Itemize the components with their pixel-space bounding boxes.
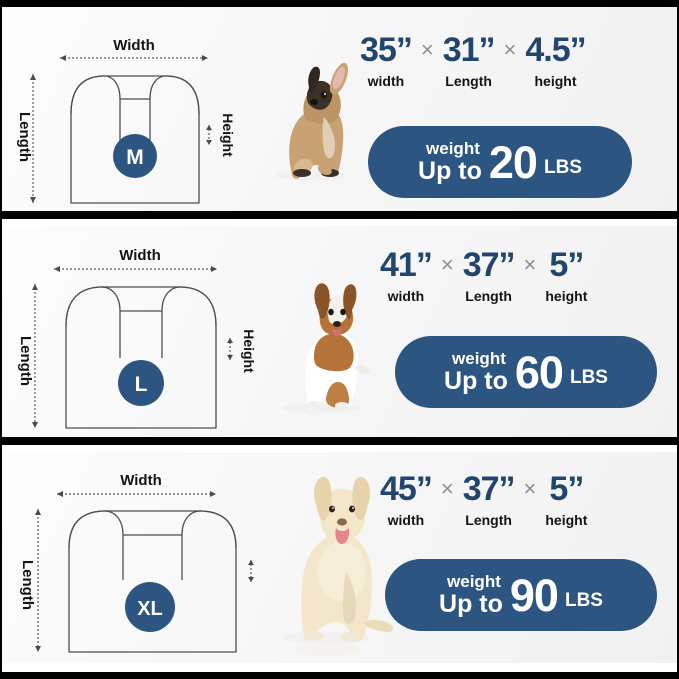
width-value: 41” bbox=[380, 246, 433, 284]
multiply-separator-1: × bbox=[440, 252, 454, 277]
width-caption: width bbox=[387, 512, 425, 528]
weight-unit: LBS bbox=[569, 366, 608, 388]
length-dimension-arrow bbox=[30, 74, 36, 203]
dimensions-row-medium: 35” width × 31” Length × 4.5” height bbox=[360, 31, 587, 89]
length-caption: Length bbox=[465, 288, 512, 304]
weight-upto: Up to bbox=[439, 590, 503, 618]
width-value: 45” bbox=[380, 470, 433, 508]
height-value: 5” bbox=[549, 470, 584, 508]
length-label: Length bbox=[19, 560, 36, 610]
length-dimension-arrow bbox=[35, 509, 41, 652]
weight-word: weight bbox=[426, 139, 480, 158]
height-caption: height bbox=[534, 73, 577, 89]
weight-upto: Up to bbox=[418, 157, 482, 185]
dimensions-row-large: 41” width × 37” Length × 5” height bbox=[380, 248, 587, 303]
size-badge-large: L bbox=[118, 360, 164, 406]
height-caption: height bbox=[545, 512, 588, 528]
size-panel-xlarge: XL Width Length Height bbox=[2, 452, 677, 663]
bed-outline-shape bbox=[65, 286, 217, 429]
dimension-width: 41” width bbox=[380, 246, 433, 304]
length-caption: Length bbox=[445, 73, 492, 89]
weight-capacity-badge-xlarge: weight Up to 90 LBS bbox=[385, 559, 657, 631]
height-dimension-arrow bbox=[248, 560, 254, 582]
size-panel-large: L Width Length Height bbox=[2, 226, 677, 437]
width-dimension-arrow bbox=[57, 491, 216, 497]
weight-capacity-badge-large: weight Up to 60 LBS bbox=[395, 336, 657, 408]
weight-word: weight bbox=[452, 349, 506, 368]
width-caption: width bbox=[387, 288, 425, 304]
yellow-labrador-illustration bbox=[282, 477, 394, 656]
bed-diagram-xlarge: XL Width Length Height bbox=[2, 452, 254, 663]
weight-unit: LBS bbox=[564, 589, 603, 611]
svg-text:XL: XL bbox=[137, 598, 163, 620]
bottom-border-bar bbox=[2, 672, 677, 679]
length-value: 31” bbox=[442, 31, 496, 69]
french-bulldog-illustration bbox=[274, 62, 348, 180]
height-label: Height bbox=[241, 329, 254, 373]
dimension-width: 45” width bbox=[380, 470, 433, 528]
weight-number: 90 bbox=[509, 569, 559, 621]
weight-number: 20 bbox=[488, 136, 538, 188]
dimension-length: 31” Length bbox=[442, 31, 496, 89]
dimensions-row-xlarge: 45” width × 37” Length × 5” height bbox=[380, 472, 587, 527]
length-label: Length bbox=[16, 112, 33, 162]
top-border-bar bbox=[2, 0, 677, 7]
height-caption: height bbox=[545, 288, 588, 304]
dimension-width: 35” width bbox=[360, 31, 413, 89]
size-panel-medium: M Width Length Height bbox=[2, 7, 677, 218]
dog-photo-beagle-hound bbox=[264, 226, 384, 437]
height-value: 4.5” bbox=[525, 31, 586, 69]
bed-outline-shape bbox=[70, 75, 200, 204]
width-label: Width bbox=[119, 247, 161, 264]
multiply-separator-2: × bbox=[523, 476, 537, 501]
dog-photo-french-bulldog bbox=[252, 7, 372, 218]
length-label: Length bbox=[17, 336, 34, 386]
dimension-height: 5” height bbox=[545, 472, 587, 527]
width-dimension-arrow bbox=[60, 55, 208, 61]
dog-photo-yellow-labrador bbox=[270, 452, 400, 663]
height-dimension-arrow bbox=[227, 338, 233, 360]
bed-diagram-medium: M Width Length Height bbox=[2, 7, 254, 218]
beagle-hound-illustration bbox=[282, 283, 371, 413]
dimension-length: 37” Length bbox=[462, 246, 516, 304]
dimension-height: 5” height bbox=[545, 248, 587, 303]
multiply-separator-1: × bbox=[440, 476, 454, 501]
length-value: 37” bbox=[462, 246, 516, 284]
width-label: Width bbox=[113, 37, 155, 54]
bed-diagram-large: L Width Length Height bbox=[2, 226, 254, 437]
width-dimension-arrow bbox=[54, 266, 217, 272]
height-dimension-arrow bbox=[206, 125, 212, 145]
panel-separator-2 bbox=[2, 437, 677, 445]
height-label: Height bbox=[220, 113, 236, 157]
svg-text:M: M bbox=[126, 146, 144, 169]
length-caption: Length bbox=[465, 512, 512, 528]
length-dimension-arrow bbox=[32, 284, 38, 428]
bed-outline-shape bbox=[68, 510, 237, 653]
weight-capacity-badge-medium: weight Up to 20 LBS bbox=[368, 126, 632, 198]
svg-text:L: L bbox=[135, 373, 148, 396]
size-badge-xlarge: XL bbox=[125, 582, 175, 632]
weight-word: weight bbox=[447, 572, 501, 591]
dimension-length: 37” Length bbox=[462, 470, 516, 528]
width-label: Width bbox=[120, 472, 162, 489]
weight-number: 60 bbox=[514, 346, 564, 398]
length-value: 37” bbox=[462, 470, 516, 508]
height-value: 5” bbox=[549, 246, 584, 284]
multiply-separator-2: × bbox=[523, 252, 537, 277]
multiply-separator-2: × bbox=[503, 37, 517, 62]
panel-separator-1 bbox=[2, 211, 677, 219]
width-value: 35” bbox=[360, 31, 413, 69]
multiply-separator-1: × bbox=[420, 37, 434, 62]
size-badge-medium: M bbox=[113, 134, 157, 178]
dimension-height: 4.5” height bbox=[525, 31, 586, 89]
weight-upto: Up to bbox=[444, 367, 508, 395]
weight-unit: LBS bbox=[543, 156, 582, 178]
width-caption: width bbox=[367, 73, 405, 89]
